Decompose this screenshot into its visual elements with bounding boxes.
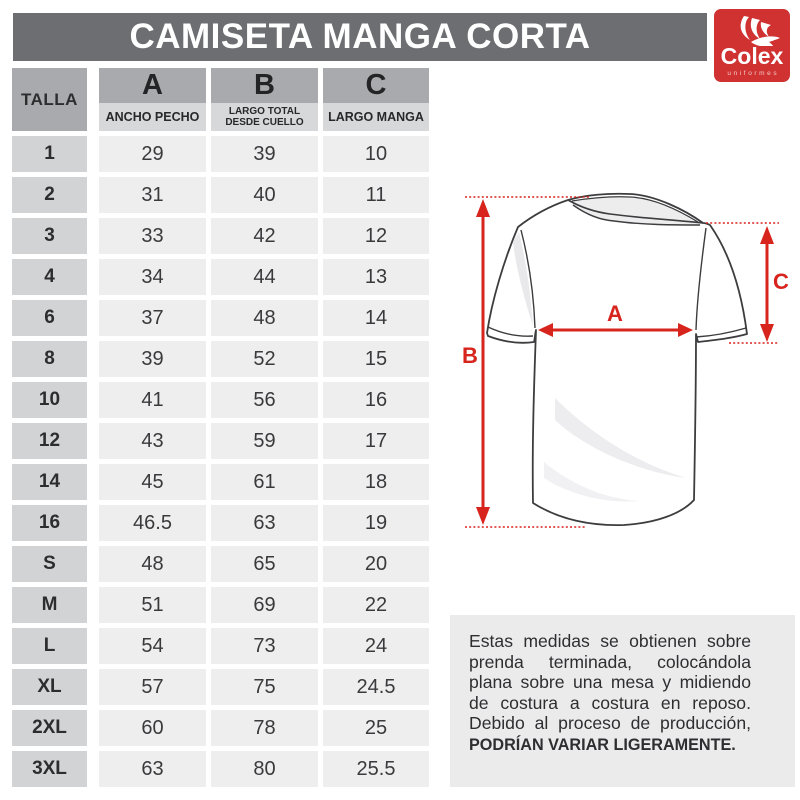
size-label: 1 xyxy=(12,136,87,172)
total-length-value: 73 xyxy=(211,628,318,664)
size-label: 3XL xyxy=(12,751,87,787)
total-length-value: 80 xyxy=(211,751,318,787)
measurement-annotations xyxy=(465,196,779,528)
size-label: 4 xyxy=(12,259,87,295)
chest-width-value: 39 xyxy=(99,341,206,377)
column-header-b: B LARGO TOTAL DESDE CUELLO xyxy=(211,68,318,131)
size-label: 2XL xyxy=(12,710,87,746)
size-label: 3 xyxy=(12,218,87,254)
size-label: 8 xyxy=(12,341,87,377)
sleeve-length-value: 19 xyxy=(323,505,429,541)
column-header-c: C LARGO MANGA xyxy=(323,68,429,131)
size-label: 12 xyxy=(12,423,87,459)
column-letter-a: A xyxy=(99,68,206,103)
size-label: 16 xyxy=(12,505,87,541)
total-length-value: 42 xyxy=(211,218,318,254)
size-label: M xyxy=(12,587,87,623)
total-length-value: 39 xyxy=(211,136,318,172)
size-table: TALLA A ANCHO PECHO B LARGO TOTAL DESDE … xyxy=(12,68,429,787)
sleeve-length-value: 17 xyxy=(323,423,429,459)
sleeve-length-value: 24.5 xyxy=(323,669,429,705)
sleeve-length-value: 18 xyxy=(323,464,429,500)
column-label-a: ANCHO PECHO xyxy=(99,103,206,131)
sleeve-length-value: 13 xyxy=(323,259,429,295)
total-length-value: 75 xyxy=(211,669,318,705)
note-bold-text: PODRÍAN VARIAR LIGERAMENTE. xyxy=(469,735,736,754)
column-label-c: LARGO MANGA xyxy=(323,103,429,131)
sleeve-length-value: 24 xyxy=(323,628,429,664)
size-label: L xyxy=(12,628,87,664)
chest-width-value: 57 xyxy=(99,669,206,705)
total-length-value: 48 xyxy=(211,300,318,336)
column-header-a: A ANCHO PECHO xyxy=(99,68,206,131)
size-label: S xyxy=(12,546,87,582)
total-length-value: 63 xyxy=(211,505,318,541)
chest-width-value: 33 xyxy=(99,218,206,254)
chest-width-value: 37 xyxy=(99,300,206,336)
chest-width-value: 31 xyxy=(99,177,206,213)
diagram-label-a: A xyxy=(607,301,623,326)
column-label-b: LARGO TOTAL DESDE CUELLO xyxy=(211,103,318,131)
sleeve-length-value: 16 xyxy=(323,382,429,418)
sleeve-length-value: 25 xyxy=(323,710,429,746)
total-length-value: 61 xyxy=(211,464,318,500)
sleeve-length-value: 25.5 xyxy=(323,751,429,787)
chest-width-value: 46.5 xyxy=(99,505,206,541)
bird-icon xyxy=(740,16,780,46)
chest-width-value: 34 xyxy=(99,259,206,295)
total-length-value: 78 xyxy=(211,710,318,746)
measurement-note: Estas medidas se obtienen sobre prenda t… xyxy=(450,615,795,787)
tshirt-measurement-diagram: B A C xyxy=(440,170,800,570)
total-length-value: 52 xyxy=(211,341,318,377)
total-length-value: 44 xyxy=(211,259,318,295)
total-length-value: 56 xyxy=(211,382,318,418)
sleeve-length-value: 22 xyxy=(323,587,429,623)
tshirt-outline xyxy=(486,192,748,526)
size-label: XL xyxy=(12,669,87,705)
size-label: 10 xyxy=(12,382,87,418)
sleeve-length-value: 10 xyxy=(323,136,429,172)
title-bar: CAMISETA MANGA CORTA xyxy=(13,13,707,61)
brand-name: Colex xyxy=(720,43,784,69)
chest-width-value: 54 xyxy=(99,628,206,664)
sleeve-length-value: 12 xyxy=(323,218,429,254)
chest-width-value: 51 xyxy=(99,587,206,623)
total-length-value: 59 xyxy=(211,423,318,459)
chest-width-value: 48 xyxy=(99,546,206,582)
size-label: 14 xyxy=(12,464,87,500)
chest-width-value: 63 xyxy=(99,751,206,787)
total-length-value: 40 xyxy=(211,177,318,213)
sleeve-length-value: 20 xyxy=(323,546,429,582)
total-length-value: 65 xyxy=(211,546,318,582)
chest-width-value: 43 xyxy=(99,423,206,459)
column-letter-c: C xyxy=(323,68,429,103)
tshirt-drawing: B A C xyxy=(462,192,789,528)
size-label: 2 xyxy=(12,177,87,213)
diagram-label-c: C xyxy=(773,269,789,294)
size-column-header: TALLA xyxy=(12,68,87,131)
chest-width-value: 29 xyxy=(99,136,206,172)
column-letter-b: B xyxy=(211,68,318,103)
brand-tagline: uniformes xyxy=(727,70,780,77)
sleeve-length-value: 15 xyxy=(323,341,429,377)
size-label: 6 xyxy=(12,300,87,336)
sleeve-length-value: 11 xyxy=(323,177,429,213)
chest-width-value: 41 xyxy=(99,382,206,418)
diagram-label-b: B xyxy=(462,343,478,368)
note-text: Estas medidas se obtienen sobre prenda t… xyxy=(469,631,751,754)
chest-width-value: 45 xyxy=(99,464,206,500)
sleeve-length-value: 14 xyxy=(323,300,429,336)
total-length-value: 69 xyxy=(211,587,318,623)
brand-logo: Colex uniformes xyxy=(714,9,790,82)
page-title: CAMISETA MANGA CORTA xyxy=(129,17,591,56)
chest-width-value: 60 xyxy=(99,710,206,746)
